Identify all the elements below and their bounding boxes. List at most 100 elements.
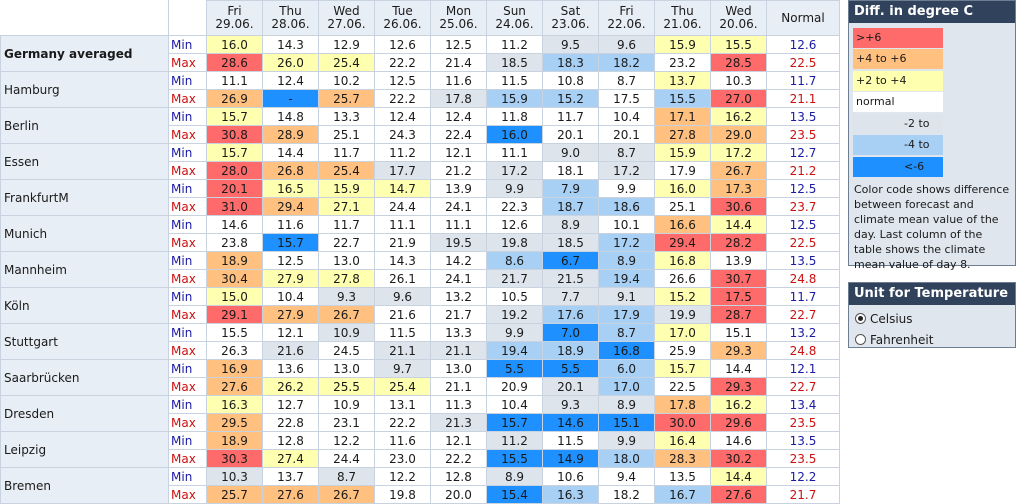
- max-label: Max: [168, 269, 207, 288]
- temp-cell: 26.9: [206, 89, 263, 108]
- day-header: Tue 26.06.: [374, 0, 431, 36]
- temp-cell: 28.0: [206, 161, 263, 180]
- temp-cell: -: [262, 89, 319, 108]
- temp-cell: 20.1: [542, 125, 599, 144]
- min-label: Min: [168, 287, 207, 306]
- table-row: Max 23.8 15.7 22.7 21.9 19.5 19.8 18.5 17.2 29.4 2…: [1, 233, 840, 252]
- temp-cell: 14.6: [542, 413, 599, 432]
- day-header: Mon 25.06.: [430, 0, 487, 36]
- temp-cell: 9.7: [374, 359, 431, 378]
- temp-cell: 15.5: [486, 449, 543, 468]
- day-name: Tue: [392, 4, 413, 18]
- table-row: Dresden Min 16.3 12.7 10.9 13.1 11.3 10.4 9.3 8.9…: [0, 395, 840, 432]
- unit-option-celsius[interactable]: Celsius: [849, 308, 1015, 329]
- max-label: Max: [168, 197, 207, 216]
- temp-cell: 14.4: [710, 359, 767, 378]
- table-row: Max 28.0 26.8 25.4 17.7 21.2 17.2 18.1 17.2 17.9 2…: [1, 161, 840, 180]
- city-name: Germany averaged: [0, 35, 169, 72]
- temp-cell: 11.3: [430, 395, 487, 414]
- temp-cell: 30.6: [710, 197, 767, 216]
- day-date: 24.06.: [495, 17, 534, 31]
- temp-cell: 17.1: [654, 107, 711, 126]
- temp-cell: 12.2: [374, 467, 431, 486]
- temp-cell: 9.1: [598, 287, 655, 306]
- temp-cell: 20.1: [598, 125, 655, 144]
- temp-cell: 20.0: [430, 485, 487, 504]
- temp-cell: 10.6: [542, 467, 599, 486]
- temp-cell: 18.6: [598, 197, 655, 216]
- table-row: Berlin Min 15.7 14.8 13.3 12.4 12.4 11.8 11.7 10.…: [0, 107, 840, 144]
- normal-value: 22.5: [766, 53, 840, 72]
- legend-row: -2 to -4: [853, 113, 1015, 150]
- table-row: Hamburg Min 11.1 12.4 10.2 12.5 11.6 11.5 10.8 8.…: [0, 71, 840, 108]
- temp-cell: 7.9: [542, 179, 599, 198]
- radio-button[interactable]: [855, 334, 866, 345]
- temp-cell: 5.5: [542, 359, 599, 378]
- temp-cell: 26.6: [654, 269, 711, 288]
- temp-cell: 15.7: [262, 233, 319, 252]
- temp-cell: 14.6: [206, 215, 263, 234]
- temp-cell: 8.7: [598, 323, 655, 342]
- temp-cell: 22.8: [262, 413, 319, 432]
- temp-cell: 11.2: [486, 35, 543, 54]
- temp-cell: 29.4: [654, 233, 711, 252]
- min-label: Min: [168, 71, 207, 90]
- temp-cell: 26.1: [374, 269, 431, 288]
- temp-cell: 23.1: [318, 413, 375, 432]
- temp-cell: 22.3: [486, 197, 543, 216]
- temp-cell: 17.5: [598, 89, 655, 108]
- radio-label: Fahrenheit: [870, 332, 934, 347]
- temp-cell: 18.9: [206, 431, 263, 450]
- temp-cell: 25.4: [374, 377, 431, 396]
- max-label: Max: [168, 53, 207, 72]
- min-label: Min: [168, 467, 207, 486]
- temp-cell: 17.6: [542, 305, 599, 324]
- table-row: Max 29.1 27.9 26.7 21.6 21.7 19.2 17.6 17.9 19.9 2…: [1, 305, 840, 324]
- normal-value: 12.7: [766, 143, 840, 162]
- temp-cell: 30.3: [206, 449, 263, 468]
- temp-cell: 12.4: [374, 107, 431, 126]
- day-name: Thu: [279, 4, 302, 18]
- temp-cell: 24.3: [374, 125, 431, 144]
- radio-button[interactable]: [855, 313, 866, 324]
- temp-cell: 8.9: [542, 215, 599, 234]
- unit-panel: Unit for Temperature Celsius Fahrenheit: [848, 282, 1016, 348]
- temp-cell: 11.6: [430, 71, 487, 90]
- normal-value: 12.5: [766, 179, 840, 198]
- day-date: 27.06.: [327, 17, 366, 31]
- unit-option-fahrenheit[interactable]: Fahrenheit: [849, 329, 1015, 350]
- temp-cell: 13.0: [430, 359, 487, 378]
- day-name: Thu: [671, 4, 694, 18]
- legend-row: normal: [853, 92, 1015, 113]
- temp-cell: 26.0: [262, 53, 319, 72]
- temp-cell: 22.7: [318, 233, 375, 252]
- max-label: Max: [168, 89, 207, 108]
- table-row: Saarbrücken Min 16.9 13.6 13.0 9.7 13.0 5.5 5.5 6…: [0, 359, 840, 396]
- table-row: Leipzig Min 18.9 12.8 12.2 11.6 12.1 11.2 11.5 9.…: [0, 431, 840, 468]
- temp-cell: 30.0: [654, 413, 711, 432]
- temp-cell: 8.9: [598, 251, 655, 270]
- table-row: Max 30.8 28.9 25.1 24.3 22.4 16.0 20.1 20.1 27.8 2…: [1, 125, 840, 144]
- temp-cell: 15.9: [654, 143, 711, 162]
- temp-cell: 11.1: [374, 215, 431, 234]
- temp-cell: 10.9: [318, 395, 375, 414]
- temp-cell: 28.7: [710, 305, 767, 324]
- legend-list: >+6 +4 to +6 +2 to +4 normal -2 to -4-4 to -…: [849, 23, 1015, 177]
- temp-cell: 11.1: [430, 215, 487, 234]
- temp-cell: 26.7: [710, 161, 767, 180]
- temp-cell: 12.7: [262, 395, 319, 414]
- temp-cell: 28.3: [654, 449, 711, 468]
- temp-cell: 18.0: [598, 449, 655, 468]
- legend-row: +2 to +4: [853, 70, 1015, 91]
- temp-cell: 27.6: [710, 485, 767, 504]
- temp-cell: 30.8: [206, 125, 263, 144]
- day-date: 22.06.: [607, 17, 646, 31]
- temp-cell: 8.9: [486, 467, 543, 486]
- day-header: Sun 24.06.: [486, 0, 543, 36]
- temp-cell: 17.9: [598, 305, 655, 324]
- temp-cell: 13.0: [318, 359, 375, 378]
- temp-cell: 26.8: [262, 161, 319, 180]
- temp-cell: 9.6: [374, 287, 431, 306]
- city-name: Köln: [0, 287, 169, 324]
- temp-cell: 15.1: [598, 413, 655, 432]
